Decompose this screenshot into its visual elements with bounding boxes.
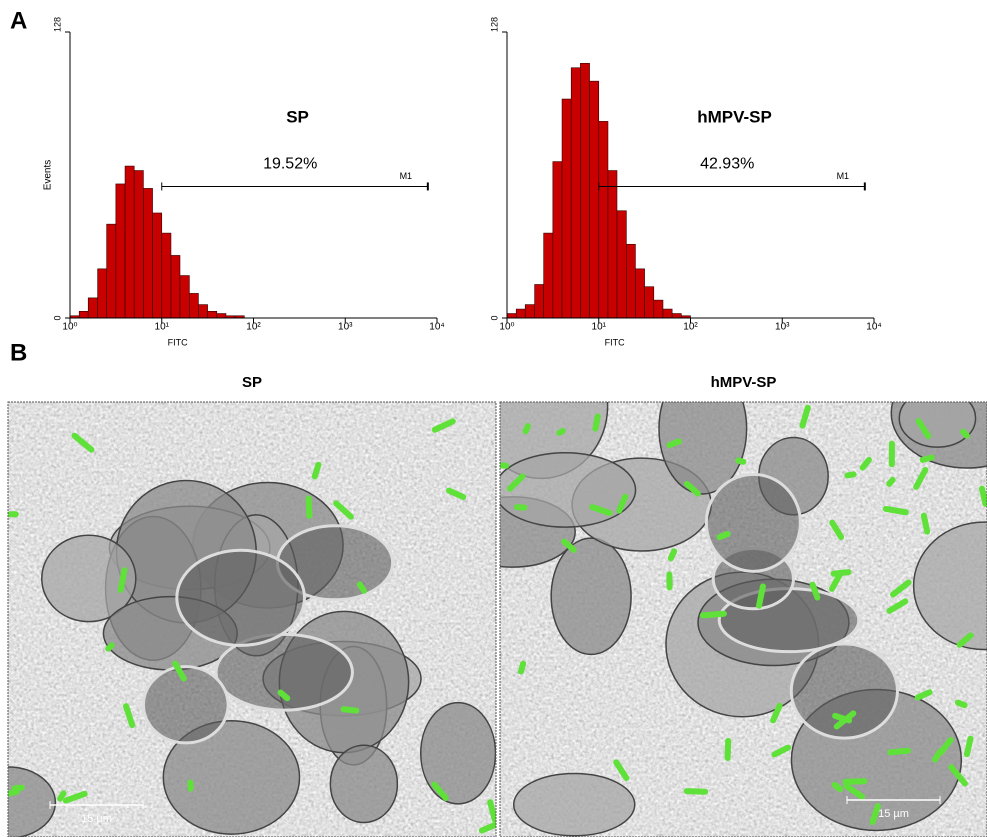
histogram-bar [180, 276, 189, 318]
panel-letter: B [10, 339, 27, 366]
x-tick-label: 10³ [775, 322, 790, 333]
chart-title: SP [286, 107, 309, 126]
histogram-bar [672, 314, 681, 318]
gate-label: M1 [837, 171, 850, 181]
histogram-bar [525, 305, 534, 318]
histogram-bar [88, 298, 97, 318]
histogram-bar [663, 309, 672, 318]
x-tick-label: 10³ [338, 322, 353, 333]
cell-region [421, 703, 496, 804]
histogram-bar [553, 162, 562, 318]
histogram-bar [79, 311, 88, 318]
y-tick-label: 128 [52, 17, 62, 32]
figure: A B 10⁰ 10¹ 10² 10³ 10⁴ 0 128 FITC Events SP M1 19.… [0, 0, 987, 837]
histogram-bar [599, 121, 608, 318]
scale-bar-label: 15 µm [878, 808, 909, 820]
bacterium [306, 495, 313, 519]
bacterium [514, 504, 528, 511]
histogram-bar [143, 188, 152, 318]
histogram-bar [645, 287, 654, 318]
bacterium [187, 779, 193, 791]
x-axis-label: FITC [168, 337, 188, 347]
histogram-bar [571, 68, 580, 318]
histogram-bar [507, 314, 516, 318]
histogram-bar [544, 233, 553, 318]
histogram-bar [153, 213, 162, 318]
bacterium [666, 571, 672, 590]
y-tick-label: 128 [489, 17, 499, 32]
image-title: SP [242, 374, 262, 391]
histogram-bar [580, 63, 589, 318]
x-tick-label: 10¹ [592, 322, 607, 333]
histogram-bar [208, 311, 217, 318]
y-tick-label: 0 [489, 315, 499, 320]
y-tick-label: 0 [52, 315, 62, 320]
gate-percent: 42.93% [700, 156, 754, 173]
histogram-bar [125, 166, 134, 318]
histogram-bar [107, 224, 116, 318]
scale-bar-label: 15 µm [81, 813, 112, 825]
histogram-bar [198, 305, 207, 318]
histogram-bar [189, 293, 198, 318]
bacterium [7, 511, 18, 517]
cell-region [551, 538, 631, 654]
histogram-bar [516, 309, 525, 318]
gate-percent: 19.52% [263, 156, 317, 173]
histogram-bar [590, 81, 599, 318]
x-tick-label: 10² [246, 322, 261, 333]
y-axis-label: Events [43, 160, 54, 191]
histogram-bar [617, 211, 626, 318]
cell-region [330, 745, 397, 822]
histogram-bar [98, 269, 107, 318]
bacterium [684, 788, 709, 795]
image-title: hMPV-SP [711, 374, 777, 391]
histogram-bar [635, 269, 644, 318]
x-tick-label: 10⁴ [429, 322, 444, 333]
cell-region [899, 389, 975, 447]
histogram-bar [562, 99, 571, 318]
x-tick-label: 10⁰ [499, 322, 514, 333]
histogram-bar [608, 171, 617, 318]
cell-region [514, 774, 635, 836]
x-tick-label: 10⁴ [866, 322, 881, 333]
histogram-bar [171, 255, 180, 318]
histogram-bar [217, 314, 226, 318]
histogram-bar [654, 300, 663, 318]
nucleus [177, 550, 305, 645]
x-tick-label: 10⁰ [62, 322, 77, 333]
histogram-bar [116, 184, 125, 318]
micrograph [450, 334, 987, 837]
x-tick-label: 10² [683, 322, 698, 333]
histogram-bar [162, 233, 171, 318]
micrograph [0, 402, 500, 837]
histogram-bar [535, 284, 544, 318]
gate-label: M1 [400, 171, 413, 181]
x-axis-label: FITC [605, 337, 625, 347]
bacterium [889, 441, 895, 468]
cell-region [495, 453, 636, 527]
x-tick-label: 10¹ [155, 322, 170, 333]
histogram-bar [626, 244, 635, 318]
chart-title: hMPV-SP [697, 107, 772, 126]
histogram-bar [134, 171, 143, 318]
bacterium [725, 738, 732, 761]
nucleus [706, 474, 800, 571]
panel-letter: A [10, 7, 27, 34]
